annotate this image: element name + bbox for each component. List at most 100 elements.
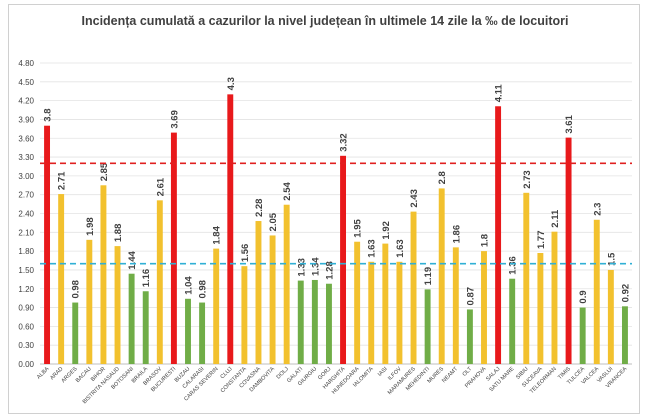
- bar: [551, 231, 558, 364]
- data-label: 1.5: [606, 252, 617, 266]
- bar: [452, 247, 459, 364]
- x-tick-label: OLT: [462, 366, 474, 378]
- bar: [340, 155, 347, 364]
- bar: [396, 261, 403, 364]
- bar: [311, 279, 318, 364]
- bar: [410, 211, 417, 364]
- data-label: 2.54: [282, 182, 293, 201]
- y-tick-label: 1.20: [18, 285, 34, 294]
- data-label: 4.3: [226, 77, 237, 90]
- data-label: 2.85: [99, 162, 110, 181]
- data-label: 2.71: [57, 171, 68, 190]
- x-tick-label: NEAMT: [441, 366, 459, 384]
- data-label: 1.63: [395, 239, 406, 258]
- bar: [114, 246, 121, 364]
- bar: [481, 251, 487, 364]
- data-label: 4.11: [494, 84, 505, 103]
- bar: [283, 204, 290, 364]
- bar: [579, 307, 586, 364]
- bar: [593, 219, 600, 364]
- y-tick-label: 4.50: [18, 78, 34, 87]
- x-tick-label: IASI: [377, 366, 389, 378]
- y-tick-label: 4.80: [18, 59, 34, 68]
- y-tick-label: 1.80: [18, 247, 34, 256]
- bar: [424, 289, 431, 364]
- bar: [213, 248, 220, 364]
- bar: [58, 194, 65, 364]
- data-label: 3.8: [43, 108, 54, 121]
- data-label: 1.77: [536, 231, 547, 250]
- bar: [354, 241, 361, 364]
- data-label: 2.3: [592, 203, 603, 216]
- y-tick-label: 0.00: [18, 360, 34, 369]
- chart-frame: [8, 4, 640, 414]
- data-label: 1.16: [141, 269, 152, 288]
- x-tick-label: BACAU: [75, 366, 93, 384]
- data-label: 0.9: [578, 290, 589, 303]
- data-label: 2.43: [409, 189, 420, 208]
- bar: [297, 280, 304, 364]
- bar: [382, 243, 389, 364]
- data-label: 2.73: [522, 170, 533, 189]
- x-tick-label: ALBA: [36, 366, 51, 381]
- data-label: 1.8: [480, 234, 491, 247]
- bar: [227, 94, 234, 365]
- y-tick-label: 3.60: [18, 134, 34, 143]
- y-tick-label: 0.90: [18, 304, 34, 313]
- bar: [44, 125, 51, 364]
- bar: [72, 302, 79, 364]
- data-label: 1.34: [310, 257, 321, 276]
- bar: [509, 278, 516, 364]
- bar: [142, 291, 149, 364]
- data-label: 1.95: [353, 219, 364, 238]
- y-tick-label: 0.30: [18, 341, 34, 350]
- data-label: 2.61: [155, 177, 166, 196]
- bar: [128, 273, 135, 364]
- data-label: 1.88: [113, 224, 124, 243]
- bar: [255, 221, 262, 364]
- data-label: 1.63: [367, 239, 378, 258]
- y-tick-label: 0.60: [18, 322, 34, 331]
- bar: [199, 302, 206, 364]
- y-tick-label: 1.50: [18, 266, 34, 275]
- data-label: 1.33: [296, 258, 307, 277]
- bar: [607, 269, 614, 364]
- data-label: 1.86: [451, 225, 462, 244]
- data-label: 1.04: [184, 276, 195, 295]
- data-label: 1.84: [212, 225, 223, 244]
- y-tick-label: 3.90: [18, 115, 34, 124]
- data-label: 1.44: [127, 250, 138, 269]
- bar: [495, 106, 502, 365]
- data-label: 1.28: [324, 261, 335, 280]
- bar: [621, 306, 628, 364]
- data-label: 0.92: [620, 284, 631, 303]
- bar: [269, 235, 276, 364]
- bar: [156, 200, 163, 364]
- bar: [523, 192, 530, 364]
- bar: [170, 132, 177, 364]
- chart-title: Incidența cumulată a cazurilor la nivel …: [81, 14, 569, 28]
- bar: [241, 266, 248, 364]
- y-tick-label: 2.70: [18, 191, 34, 200]
- data-label: 0.98: [198, 280, 209, 299]
- data-label: 1.98: [85, 217, 96, 236]
- data-label: 3.32: [339, 133, 350, 152]
- bar: [438, 188, 445, 364]
- y-tick-label: 3.00: [18, 172, 34, 181]
- data-label: 2.28: [254, 199, 265, 218]
- bar: [368, 261, 375, 364]
- bar: [537, 253, 544, 364]
- data-label: 2.05: [268, 212, 279, 231]
- data-label: 1.36: [508, 256, 519, 275]
- data-label: 3.69: [169, 110, 180, 129]
- data-label: 0.87: [465, 287, 476, 306]
- data-label: 2.8: [437, 171, 448, 184]
- y-tick-label: 4.20: [18, 97, 34, 106]
- data-label: 1.92: [381, 221, 392, 240]
- data-label: 1.19: [423, 267, 434, 286]
- data-label: 1.56: [240, 244, 251, 263]
- data-label: 2.11: [550, 209, 561, 228]
- bar: [185, 298, 191, 364]
- bar: [466, 309, 473, 364]
- data-label: 0.98: [71, 280, 82, 299]
